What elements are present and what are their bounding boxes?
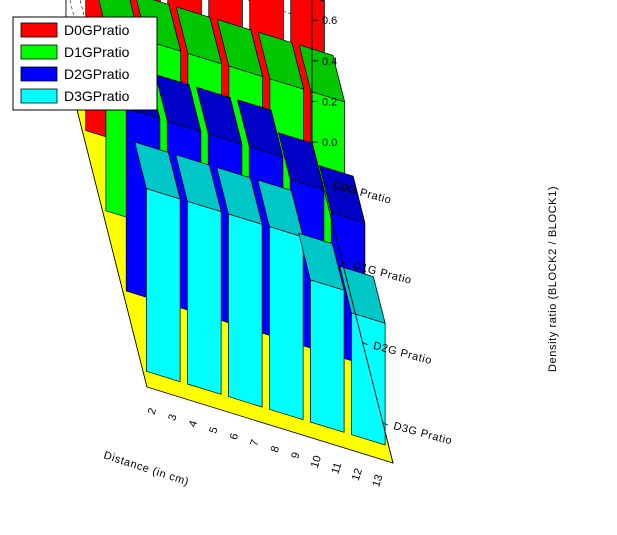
- bar-front: [351, 312, 386, 446]
- bar-front: [310, 279, 345, 433]
- bar-front: [228, 213, 263, 408]
- bar-top: [216, 18, 264, 78]
- x-tick-label: 13: [370, 473, 385, 488]
- x-tick-label: 5: [207, 426, 220, 436]
- x-axis-title: Distance (in cm): [102, 449, 190, 488]
- bar-front: [269, 226, 304, 421]
- legend-swatch: [20, 44, 58, 60]
- x-tick-label: 9: [289, 451, 302, 461]
- bar-front: [146, 188, 181, 383]
- depth-tick-mark: [342, 261, 348, 265]
- bar-top: [298, 232, 345, 291]
- z-axis: 0.00.20.40.60.81.0: [311, 0, 337, 149]
- z-tick-label: 0.0: [322, 137, 337, 149]
- bar-top: [154, 73, 202, 132]
- x-tick-label: 10: [309, 454, 324, 469]
- x-tick-label: 8: [269, 445, 282, 455]
- x-tick-label: 7: [248, 438, 261, 448]
- x-tick-label: 6: [228, 432, 241, 442]
- depth-tick-mark: [382, 422, 389, 426]
- z-axis-title: Density ratio (BLOCK2 / BLOCK1): [547, 186, 559, 372]
- bar-top: [257, 179, 304, 238]
- x-tick-label: 12: [350, 467, 365, 482]
- x-tick-label: 11: [329, 461, 344, 476]
- bar-top: [216, 166, 263, 225]
- z-tick-label: 0.2: [322, 96, 337, 108]
- x-tick-label: 4: [187, 419, 200, 429]
- bar-D3GPratio-1: [134, 141, 181, 383]
- x-tick-label: 3: [166, 413, 179, 423]
- x-tick-label: 2: [146, 407, 159, 417]
- bar-top: [134, 141, 181, 200]
- bar-top: [175, 154, 222, 213]
- bar-top: [298, 44, 346, 103]
- legend-swatch: [20, 66, 58, 82]
- depth-tick-mark: [362, 342, 368, 346]
- legend-label: D1GPratio: [64, 44, 130, 60]
- chart-legend: D0GPratio D1GPratio D2GPratio D3GPratio: [12, 16, 158, 111]
- bar-top: [318, 0, 325, 2]
- z-tick-label: 0.6: [322, 15, 337, 27]
- legend-label: D2GPratio: [64, 66, 130, 82]
- legend-swatch: [20, 22, 58, 38]
- legend-label: D3GPratio: [64, 88, 130, 104]
- depth-tick-label: D3G Pratio: [392, 420, 453, 447]
- bar-D3GPratio-3: [216, 166, 263, 408]
- z-tick-label: 0.4: [322, 56, 337, 68]
- bar-top: [175, 6, 223, 65]
- bar-D3GPratio-2: [175, 154, 222, 395]
- bar-top: [195, 86, 243, 145]
- bar-D3GPratio-4: [257, 179, 304, 421]
- bar-top: [318, 165, 366, 224]
- depth-tick-mark: [321, 181, 328, 185]
- bar-top: [257, 31, 305, 90]
- legend-swatch: [20, 88, 58, 104]
- legend-label: D0GPratio: [64, 22, 130, 38]
- bar-top: [339, 265, 386, 324]
- bar-top: [236, 99, 284, 158]
- depth-axis-line: [311, 141, 394, 464]
- bar-front: [187, 200, 222, 395]
- bar-D3GPratio-6: [339, 265, 386, 446]
- bar-D3GPratio-5: [298, 232, 345, 433]
